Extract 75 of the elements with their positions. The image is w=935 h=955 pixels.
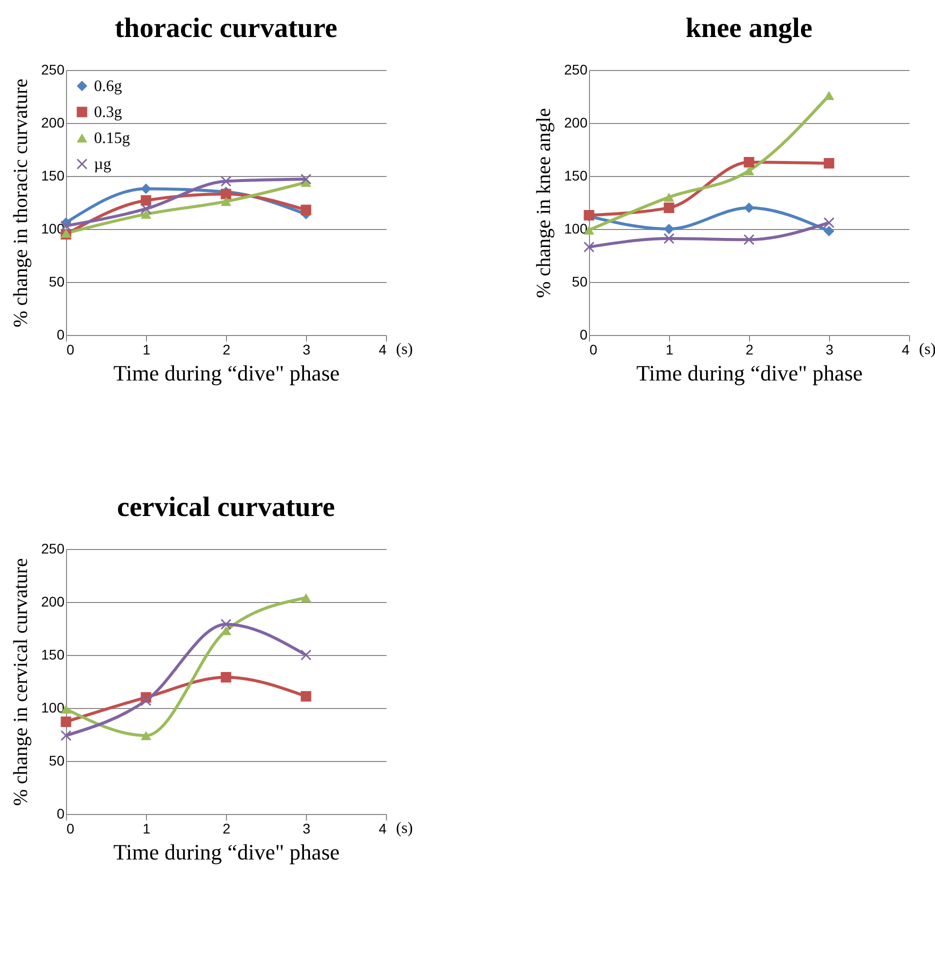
text: (s)	[396, 341, 413, 358]
point	[140, 204, 152, 214]
y-tick-label: 100	[564, 220, 588, 236]
x-axis-title: Time during “dive" phase	[113, 840, 340, 864]
point	[140, 695, 152, 706]
y-tick-label: 0	[56, 326, 65, 342]
legend-label: 0.15g	[94, 130, 130, 147]
point	[220, 196, 232, 206]
x-tick-label: 1	[666, 342, 674, 358]
legend-label: 0.3g	[94, 104, 122, 121]
y-tick-label: 250	[41, 62, 65, 78]
y-axis-title: % change in thoracic curvature	[10, 78, 32, 328]
legend-label: 0.6g	[94, 78, 122, 95]
point	[824, 90, 834, 100]
x-tick-label: 1	[142, 820, 151, 836]
point	[220, 672, 232, 683]
point	[300, 174, 312, 184]
point	[744, 156, 754, 168]
y-axis-title: % change in cervical curvature	[10, 558, 32, 806]
point	[744, 234, 754, 245]
point	[744, 166, 754, 176]
point	[300, 691, 312, 702]
point	[300, 650, 312, 660]
point	[824, 217, 834, 228]
chart-title: cervical curvature	[117, 492, 335, 523]
point	[664, 233, 674, 244]
point	[300, 204, 312, 216]
y-tick-label: 250	[41, 540, 65, 556]
x-tick-label: 3	[826, 342, 834, 358]
point	[140, 183, 152, 194]
point	[664, 224, 674, 234]
y-tick-label: 0	[580, 326, 588, 342]
point	[300, 593, 312, 602]
y-tick-label: 0	[56, 806, 65, 822]
x-axis-title: Time during “dive" phase	[636, 360, 863, 386]
y-tick-label: 150	[41, 168, 65, 184]
y-tick-label: 100	[41, 700, 65, 716]
chart-title: thoracic curvature	[114, 13, 338, 44]
x-axis-title: Time during “dive" phase	[113, 360, 340, 386]
text: (s)	[919, 341, 935, 358]
y-tick-label: 150	[564, 168, 588, 184]
y-tick-label: 50	[572, 274, 588, 290]
point	[60, 730, 72, 741]
point	[584, 242, 594, 252]
x-tick-label: 2	[746, 342, 754, 358]
x-tick-label: 2	[222, 820, 231, 836]
point	[664, 202, 674, 214]
x-tick-label: 4	[378, 820, 387, 836]
y-tick-label: 200	[564, 114, 588, 130]
point	[140, 195, 152, 206]
y-tick-label: 50	[48, 752, 65, 768]
x-tick-label: 1	[142, 342, 151, 358]
y-tick-label: 50	[48, 274, 65, 290]
y-tick-label: 200	[41, 114, 65, 130]
legend-label: µg	[94, 156, 112, 173]
x-tick-label: 4	[902, 342, 910, 358]
y-tick-label: 250	[564, 62, 588, 78]
point	[220, 619, 232, 630]
point	[140, 210, 152, 219]
point	[140, 731, 152, 740]
x-tick-label: 2	[222, 342, 231, 358]
y-axis-title: % change in knee angle	[533, 108, 556, 298]
x-tick-label: 3	[302, 820, 311, 836]
x-tick-label: 3	[302, 342, 311, 358]
point	[824, 226, 834, 236]
x-tick-label: 4	[378, 342, 387, 358]
chart-title: knee angle	[686, 13, 812, 44]
point	[824, 158, 834, 169]
point	[664, 192, 674, 202]
point	[60, 716, 72, 728]
y-tick-label: 200	[41, 594, 65, 610]
point	[220, 176, 232, 187]
point	[744, 202, 754, 214]
text: (s)	[396, 820, 413, 837]
y-tick-label: 150	[41, 646, 65, 662]
